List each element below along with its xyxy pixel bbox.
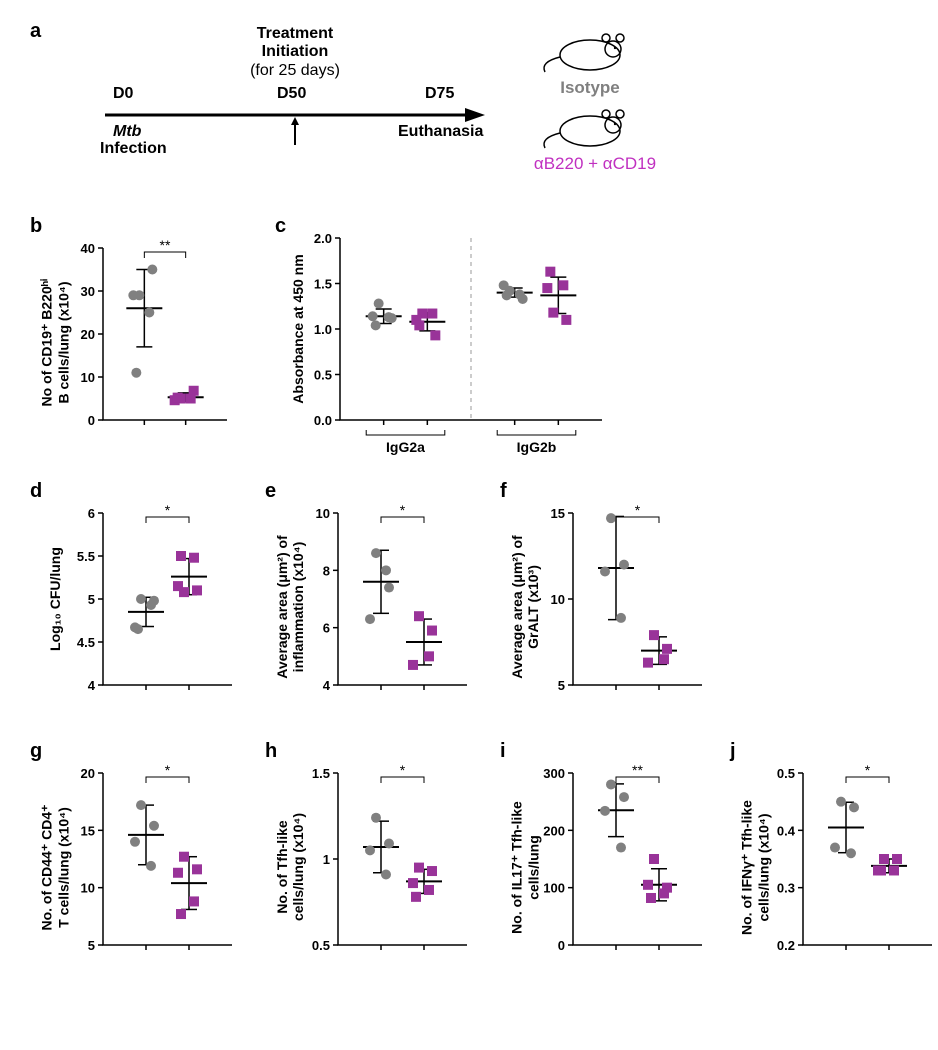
- svg-text:200: 200: [543, 823, 565, 838]
- chart-b: 0 10 20 30 40 ** No of CD19⁺ B220ʰⁱB cells/lun…: [35, 230, 235, 430]
- chart-svg: 4 4.5 5 5.5 6 *: [35, 495, 240, 695]
- svg-text:10: 10: [81, 370, 95, 385]
- svg-text:IgG2a: IgG2a: [386, 439, 425, 455]
- mouse-isotype-group: Isotype: [535, 27, 645, 98]
- y-axis-label: No. of Tfh-likecells/lung (x10⁴): [274, 781, 306, 953]
- svg-text:6: 6: [88, 506, 95, 521]
- svg-text:0.0: 0.0: [314, 413, 332, 428]
- chart-d: 4 4.5 5 5.5 6 * Log₁₀ CFU/lung: [35, 495, 240, 695]
- svg-text:1: 1: [323, 852, 330, 867]
- chart-h: 0.5 1 1.5 * No. of Tfh-likecells/lung (x10⁴): [270, 755, 475, 955]
- svg-text:0.4: 0.4: [777, 823, 796, 838]
- svg-text:1.5: 1.5: [314, 277, 332, 292]
- svg-text:*: *: [165, 502, 171, 518]
- svg-text:8: 8: [323, 563, 330, 578]
- svg-text:4: 4: [323, 678, 331, 693]
- chart-e: 4 6 8 10 * Average area (μm²) ofinflammation …: [270, 495, 475, 695]
- y-axis-label: Average area (μm²) ofGrALT (x10³): [509, 521, 541, 693]
- timeline-mtb: Mtb: [113, 123, 141, 141]
- timeline-title: Treatment Initiation (for 25 days): [215, 25, 375, 80]
- timeline-d50: D50: [277, 85, 306, 103]
- svg-text:*: *: [865, 762, 871, 778]
- svg-text:0.5: 0.5: [312, 938, 330, 953]
- svg-text:5: 5: [88, 592, 95, 607]
- timeline-d75: D75: [425, 85, 454, 103]
- svg-text:0.2: 0.2: [777, 938, 795, 953]
- svg-text:5: 5: [558, 678, 565, 693]
- y-axis-label: No. of IFNγ⁺ Tfh-likecells/lung (x10⁴): [739, 782, 772, 954]
- timeline-title-l2: Initiation: [262, 43, 329, 60]
- svg-text:2.0: 2.0: [314, 231, 332, 246]
- timeline-panel: Treatment Initiation (for 25 days) D0 D5…: [85, 25, 805, 190]
- chart-i: 0 100 200 300 ** No. of IL17⁺ Tfh-likecells/l…: [505, 755, 710, 955]
- svg-text:4.5: 4.5: [77, 635, 95, 650]
- svg-text:20: 20: [81, 766, 95, 781]
- svg-text:*: *: [400, 502, 406, 518]
- chart-c: 0.0 0.5 1.0 1.5 2.0 IgG2a IgG2b Absorbance at 4…: [280, 230, 610, 460]
- svg-text:15: 15: [81, 823, 95, 838]
- svg-text:20: 20: [81, 327, 95, 342]
- svg-text:5.5: 5.5: [77, 549, 95, 564]
- mouse-icon: [535, 103, 645, 153]
- svg-text:100: 100: [543, 881, 565, 896]
- svg-text:**: **: [632, 762, 643, 778]
- svg-text:IgG2b: IgG2b: [517, 439, 557, 455]
- svg-text:*: *: [165, 762, 171, 778]
- treatment-label: αB220 + αCD19: [505, 154, 685, 174]
- y-axis-label: No of CD19⁺ B220ʰⁱB cells/lung (x10⁴): [39, 257, 72, 429]
- svg-text:0.3: 0.3: [777, 881, 795, 896]
- timeline-infection: Infection: [100, 140, 167, 158]
- svg-text:*: *: [635, 502, 641, 518]
- timeline-euthanasia: Euthanasia: [398, 123, 483, 141]
- svg-text:40: 40: [81, 241, 95, 256]
- svg-text:30: 30: [81, 284, 95, 299]
- timeline-title-l3: (for 25 days): [250, 62, 340, 79]
- svg-text:1.5: 1.5: [312, 766, 330, 781]
- figure-root: a Treatment Initiation (for 25 days) D0 …: [20, 20, 918, 1030]
- y-axis-label: Log₁₀ CFU/lung: [47, 513, 63, 685]
- isotype-label: Isotype: [535, 78, 645, 98]
- svg-text:*: *: [400, 762, 406, 778]
- svg-text:300: 300: [543, 766, 565, 781]
- timeline-title-l1: Treatment: [257, 25, 333, 42]
- svg-text:4: 4: [88, 678, 96, 693]
- svg-text:1.0: 1.0: [314, 322, 332, 337]
- svg-text:10: 10: [551, 592, 565, 607]
- panel-label-a: a: [30, 20, 41, 43]
- y-axis-label: Average area (μm²) ofinflammation (x10⁴): [274, 521, 306, 693]
- svg-text:15: 15: [551, 506, 565, 521]
- svg-text:0.5: 0.5: [777, 766, 795, 781]
- svg-text:5: 5: [88, 938, 95, 953]
- y-axis-label: Absorbance at 450 nm: [290, 238, 306, 420]
- mouse-treatment-group: αB220 + αCD19: [535, 103, 685, 174]
- svg-text:0.5: 0.5: [314, 368, 332, 383]
- svg-text:6: 6: [323, 621, 330, 636]
- svg-text:0: 0: [558, 938, 565, 953]
- y-axis-label: No. of IL17⁺ Tfh-likecells/lung: [509, 782, 542, 954]
- chart-f: 5 10 15 * Average area (μm²) ofGrALT (x10³): [505, 495, 710, 695]
- svg-text:10: 10: [316, 506, 330, 521]
- mouse-icon: [535, 27, 645, 77]
- chart-j: 0.2 0.3 0.4 0.5 * No. of IFNγ⁺ Tfh-likecells/…: [735, 755, 938, 955]
- svg-text:0: 0: [88, 413, 95, 428]
- y-axis-label: No. of CD44⁺ CD4⁺T cells/lung (x10⁴): [39, 782, 72, 954]
- svg-text:**: **: [160, 237, 171, 253]
- chart-svg: 0.0 0.5 1.0 1.5 2.0 IgG2a IgG2b: [280, 230, 610, 460]
- timeline-d0: D0: [113, 85, 133, 103]
- svg-text:10: 10: [81, 881, 95, 896]
- chart-g: 5 10 15 20 * No. of CD44⁺ CD4⁺T cells/lung (x…: [35, 755, 240, 955]
